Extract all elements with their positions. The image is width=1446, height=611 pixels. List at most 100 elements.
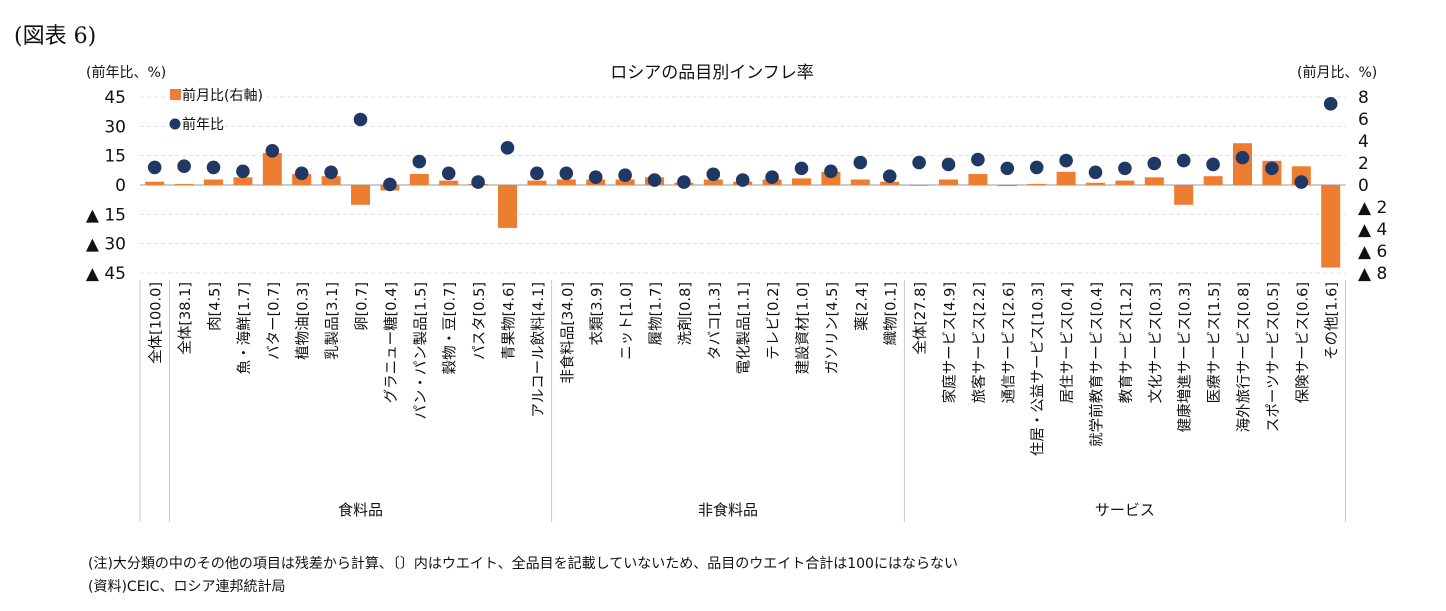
- bar: [615, 179, 635, 185]
- category-label: グラニュー糖[0.4]: [383, 282, 400, 403]
- bar: [1174, 185, 1194, 205]
- right-tick-label: ▲ 2: [1358, 198, 1387, 218]
- category-label: 乳製品[3.1]: [324, 282, 341, 360]
- category-label: 全体[100.0]: [147, 282, 165, 364]
- right-tick-label: ▲ 4: [1358, 220, 1387, 240]
- category-label: 文化サービス[0.3]: [1147, 282, 1164, 403]
- bar: [351, 185, 370, 205]
- point: [1118, 161, 1132, 176]
- point: [794, 161, 809, 176]
- point: [824, 164, 838, 179]
- bar: [792, 178, 811, 185]
- category-label: パン・パン製品[1.5]: [412, 282, 429, 419]
- category-label: ニット[1.0]: [619, 282, 635, 360]
- category-label: 全体[27.8]: [911, 282, 929, 355]
- point: [353, 112, 368, 127]
- left-tick-label: 0: [115, 176, 126, 196]
- bar: [1027, 183, 1047, 185]
- bar: [439, 180, 459, 185]
- group-label: 食料品: [338, 501, 383, 519]
- category-label: その他[1.6]: [1324, 282, 1341, 360]
- category-label: 薬[2.4]: [853, 282, 870, 331]
- point: [1000, 161, 1015, 176]
- group-label: サービス: [1095, 501, 1155, 519]
- point: [559, 166, 574, 181]
- bar: [321, 176, 341, 185]
- figure-label: (図表 6): [14, 24, 97, 49]
- point: [1206, 157, 1220, 172]
- point: [500, 141, 515, 155]
- category-label: 履物[1.7]: [648, 282, 665, 345]
- bar: [233, 177, 253, 185]
- point: [647, 173, 662, 187]
- category-label: 肉[4.5]: [207, 282, 224, 331]
- bar: [703, 179, 723, 185]
- bar: [880, 181, 900, 185]
- point: [530, 166, 544, 181]
- point: [735, 173, 750, 187]
- category-label: 穀物・豆[0.7]: [442, 282, 459, 374]
- category-label: パスタ[0.5]: [471, 282, 488, 360]
- point: [236, 164, 250, 179]
- bar: [204, 179, 223, 185]
- bar: [145, 181, 165, 185]
- point: [1176, 153, 1191, 168]
- left-tick-label: 30: [104, 117, 126, 137]
- source-note: (資料)CEIC、ロシア連邦統計局: [88, 579, 286, 595]
- category-label: 植物油[0.3]: [295, 282, 312, 360]
- category-label: 全体[38.1]: [176, 282, 194, 355]
- bar: [174, 183, 194, 185]
- category-label: 居住サービス[0.4]: [1059, 282, 1076, 403]
- category-label: 電化製品[1.1]: [736, 282, 753, 374]
- point: [853, 155, 868, 170]
- bar: [498, 185, 517, 228]
- legend-swatch-bar: [170, 89, 181, 100]
- category-label: 旅客サービス[2.2]: [971, 282, 988, 403]
- right-tick-label: 4: [1358, 132, 1369, 152]
- right-tick-label: 8: [1358, 88, 1369, 108]
- chart-title: ロシアの品目別インフレ率: [610, 63, 814, 83]
- bar: [1321, 185, 1341, 268]
- category-label: 保険サービス[0.6]: [1294, 282, 1311, 403]
- point: [677, 175, 691, 189]
- legend-swatch-dot: [169, 118, 181, 130]
- category-label: タバコ[1.3]: [706, 282, 723, 360]
- right-tick-label: 0: [1358, 176, 1369, 196]
- point: [471, 175, 485, 189]
- point: [1147, 156, 1162, 171]
- bar: [1056, 171, 1076, 185]
- category-label: 非食料品[34.0]: [559, 282, 576, 384]
- point: [441, 166, 456, 181]
- point: [941, 157, 956, 172]
- point: [912, 155, 926, 170]
- point: [383, 177, 397, 192]
- legend-label: 前年比: [182, 116, 224, 133]
- category-label: 医療サービス[1.5]: [1206, 282, 1223, 403]
- point: [1235, 150, 1250, 165]
- point: [1059, 153, 1073, 168]
- category-label: 魚・海鮮[1.7]: [236, 282, 253, 374]
- bar: [1144, 177, 1164, 185]
- category-label: 織物[0.1]: [883, 282, 900, 345]
- right-axis-label: (前月比、%): [1297, 64, 1377, 81]
- category-label: アルコール飲料[4.1]: [530, 282, 547, 417]
- point: [618, 168, 632, 183]
- point: [1323, 97, 1338, 111]
- left-tick-label: ▲ 45: [86, 264, 126, 284]
- category-label: ガソリン[4.5]: [824, 282, 841, 374]
- bar: [909, 185, 929, 186]
- bar: [1203, 176, 1223, 185]
- point: [765, 170, 779, 184]
- bar: [968, 174, 988, 185]
- point: [294, 166, 309, 181]
- category-label: 健康増進サービス[0.3]: [1177, 282, 1194, 432]
- category-label: 卵[0.7]: [354, 282, 371, 331]
- left-axis-label: (前年比、%): [86, 64, 166, 81]
- footnote: (注)大分類の中のその他の項目は残差から計算、〔〕内はウエイト、全品目を記載して…: [88, 556, 958, 572]
- point: [1265, 161, 1279, 176]
- category-label: スポーツサービス[0.5]: [1265, 282, 1282, 432]
- right-tick-label: 6: [1358, 110, 1369, 130]
- point: [971, 152, 985, 167]
- point: [706, 167, 721, 182]
- category-label: テレビ[0.2]: [765, 282, 782, 360]
